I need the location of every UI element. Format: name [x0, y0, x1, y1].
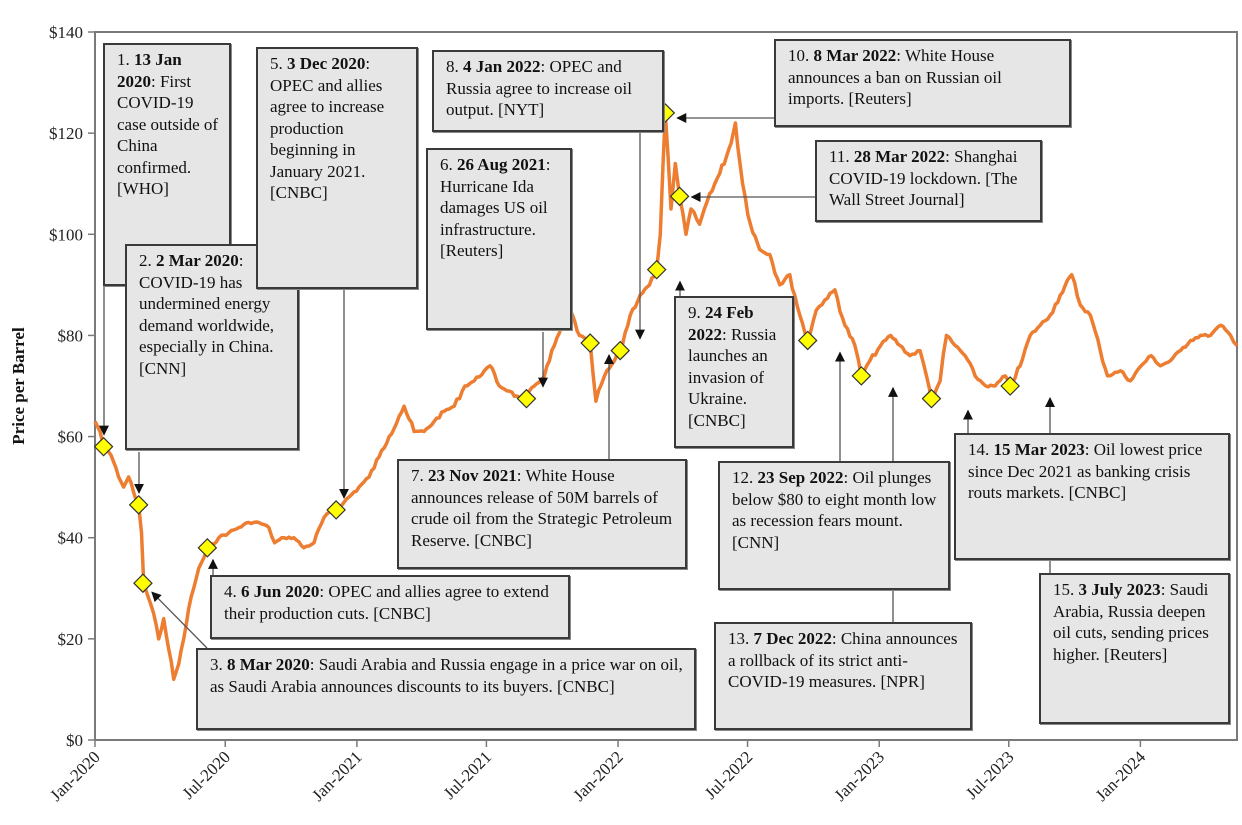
event-number: 5. [270, 54, 287, 73]
event-marker [133, 573, 153, 594]
event-annotation-7: 7. 23 Nov 2021: White House announces re… [397, 459, 687, 569]
x-tick-label: Jul-2021 [440, 747, 496, 803]
event-date: 2 Mar 2020 [156, 251, 239, 270]
event-marker [197, 537, 218, 558]
x-tick-label: Jan-2023 [831, 747, 889, 805]
event-date: 13 Jan 2020 [117, 50, 182, 91]
event-date: 8 Mar 2022 [813, 46, 897, 65]
x-axis: Jan-2020 Jul-2020 Jan-2021 Jul-2021 Jan-2022… [46, 740, 1150, 805]
x-tick-label: Jan-2024 [1092, 747, 1150, 805]
event-number: 4. [224, 582, 241, 601]
event-marker [851, 366, 872, 386]
event-marker [610, 340, 631, 361]
event-marker [1000, 376, 1021, 396]
y-tick-label: $60 [58, 428, 84, 447]
event-marker [93, 436, 114, 457]
x-tick-label: Jul-2020 [179, 747, 235, 803]
y-tick-label: $80 [58, 326, 84, 345]
event-number: 2. [139, 251, 156, 270]
y-tick-label: $0 [66, 731, 83, 750]
event-date: 23 Nov 2021 [428, 466, 517, 485]
event-annotation-13: 13. 7 Dec 2022: China announces a rollba… [714, 622, 972, 730]
event-marker [516, 388, 537, 409]
event-marker [669, 186, 690, 207]
event-marker [580, 333, 601, 353]
event-date: 28 Mar 2022 [853, 147, 946, 166]
y-tick-label: $100 [49, 225, 83, 244]
event-annotation-3: 3. 8 Mar 2020: Saudi Arabia and Russia e… [196, 648, 696, 730]
event-number: 3. [210, 655, 227, 674]
event-marker [326, 500, 346, 520]
event-number: 1. [117, 50, 134, 69]
event-text: : OPEC and allies agree to increase prod… [270, 54, 385, 202]
event-marker [128, 494, 149, 515]
y-tick-label: $120 [49, 124, 83, 143]
event-number: 9. [688, 303, 705, 322]
y-tick-label: $40 [58, 529, 84, 548]
plot-area-frame [94, 31, 1238, 741]
event-number: 11. [829, 147, 854, 166]
connector-arrow [151, 591, 208, 649]
event-date: 24 Feb 2022 [688, 303, 754, 344]
event-annotation-11: 11. 28 Mar 2022: Shanghai COVID-19 lockd… [815, 140, 1042, 222]
event-text: : China announces a rollback of its stri… [728, 629, 958, 691]
event-number: 10. [788, 46, 814, 65]
event-text: : White House announces release of 50M b… [411, 466, 673, 550]
event-text: : Shanghai COVID-19 lockdown. [The Wall … [829, 147, 1018, 209]
y-tick-label: $140 [49, 23, 83, 42]
event-text: : OPEC and allies agree to extend their … [224, 582, 549, 623]
x-tick-label: Jan-2021 [308, 747, 366, 805]
event-text: : Hurricane Ida damages US oil infrastru… [440, 155, 551, 260]
event-date: 23 Sep 2022 [757, 468, 844, 487]
x-tick-label: Jan-2020 [46, 747, 104, 805]
event-date: 4 Jan 2022 [463, 57, 541, 76]
event-annotation-10: 10. 8 Mar 2022: White House announces a … [774, 39, 1071, 127]
event-number: 8. [446, 57, 463, 76]
event-annotation-12: 12. 23 Sep 2022: Oil plunges below $80 t… [718, 461, 950, 590]
event-date: 3 Dec 2020 [287, 54, 366, 73]
event-number: 13. [728, 629, 754, 648]
event-marker [646, 259, 667, 280]
x-tick-label: Jul-2023 [962, 747, 1018, 803]
y-axis-label: Price per Barrel [9, 327, 28, 445]
event-marker [797, 330, 818, 351]
event-annotation-15: 15. 3 July 2023: Saudi Arabia, Russia de… [1039, 573, 1230, 724]
event-annotation-8: 8. 4 Jan 2022: OPEC and Russia agree to … [432, 50, 664, 132]
event-text: : Oil lowest price since Dec 2021 as ban… [968, 440, 1203, 502]
event-date: 8 Mar 2020 [227, 655, 310, 674]
event-annotation-4: 4. 6 Jun 2020: OPEC and allies agree to … [210, 575, 570, 639]
event-annotation-14: 14. 15 Mar 2023: Oil lowest price since … [954, 433, 1230, 560]
event-date: 3 July 2023 [1078, 580, 1161, 599]
event-markers [93, 103, 1021, 594]
event-text: : COVID-19 has undermined energy demand … [139, 251, 275, 378]
event-number: 14. [968, 440, 994, 459]
event-text: : Saudi Arabia and Russia engage in a pr… [210, 655, 683, 696]
x-tick-label: Jul-2022 [701, 747, 757, 803]
event-text: : Russia launches an invasion of Ukraine… [688, 324, 777, 430]
y-axis: $0 $20 $40 $60 $80 $100 $120 $140 [49, 23, 95, 750]
event-marker [921, 388, 942, 409]
event-number: 7. [411, 466, 428, 485]
event-text: : OPEC and Russia agree to increase oil … [446, 57, 632, 119]
event-date: 6 Jun 2020 [241, 582, 320, 601]
x-tick-label: Jan-2022 [569, 747, 627, 805]
event-date: 7 Dec 2022 [753, 629, 832, 648]
event-text: : White House announces a ban on Russian… [788, 46, 1002, 108]
event-number: 6. [440, 155, 457, 174]
event-text: : Saudi Arabia, Russia deepen oil cuts, … [1053, 580, 1209, 664]
y-tick-label: $20 [58, 630, 84, 649]
event-number: 12. [732, 468, 758, 487]
event-date: 15 Mar 2023 [993, 440, 1085, 459]
event-number: 15. [1053, 580, 1079, 599]
event-annotation-5: 5. 3 Dec 2020: OPEC and allies agree to … [256, 47, 418, 289]
price-line [93, 111, 1239, 682]
event-text: : First COVID-19 case outside of China c… [117, 71, 219, 199]
event-annotation-9: 9. 24 Feb 2022: Russia launches an invas… [674, 296, 794, 448]
event-text: : Oil plunges below $80 to eight month l… [732, 468, 937, 552]
event-date: 26 Aug 2021 [457, 155, 546, 174]
event-annotation-6: 6. 26 Aug 2021: Hurricane Ida damages US… [426, 148, 572, 330]
